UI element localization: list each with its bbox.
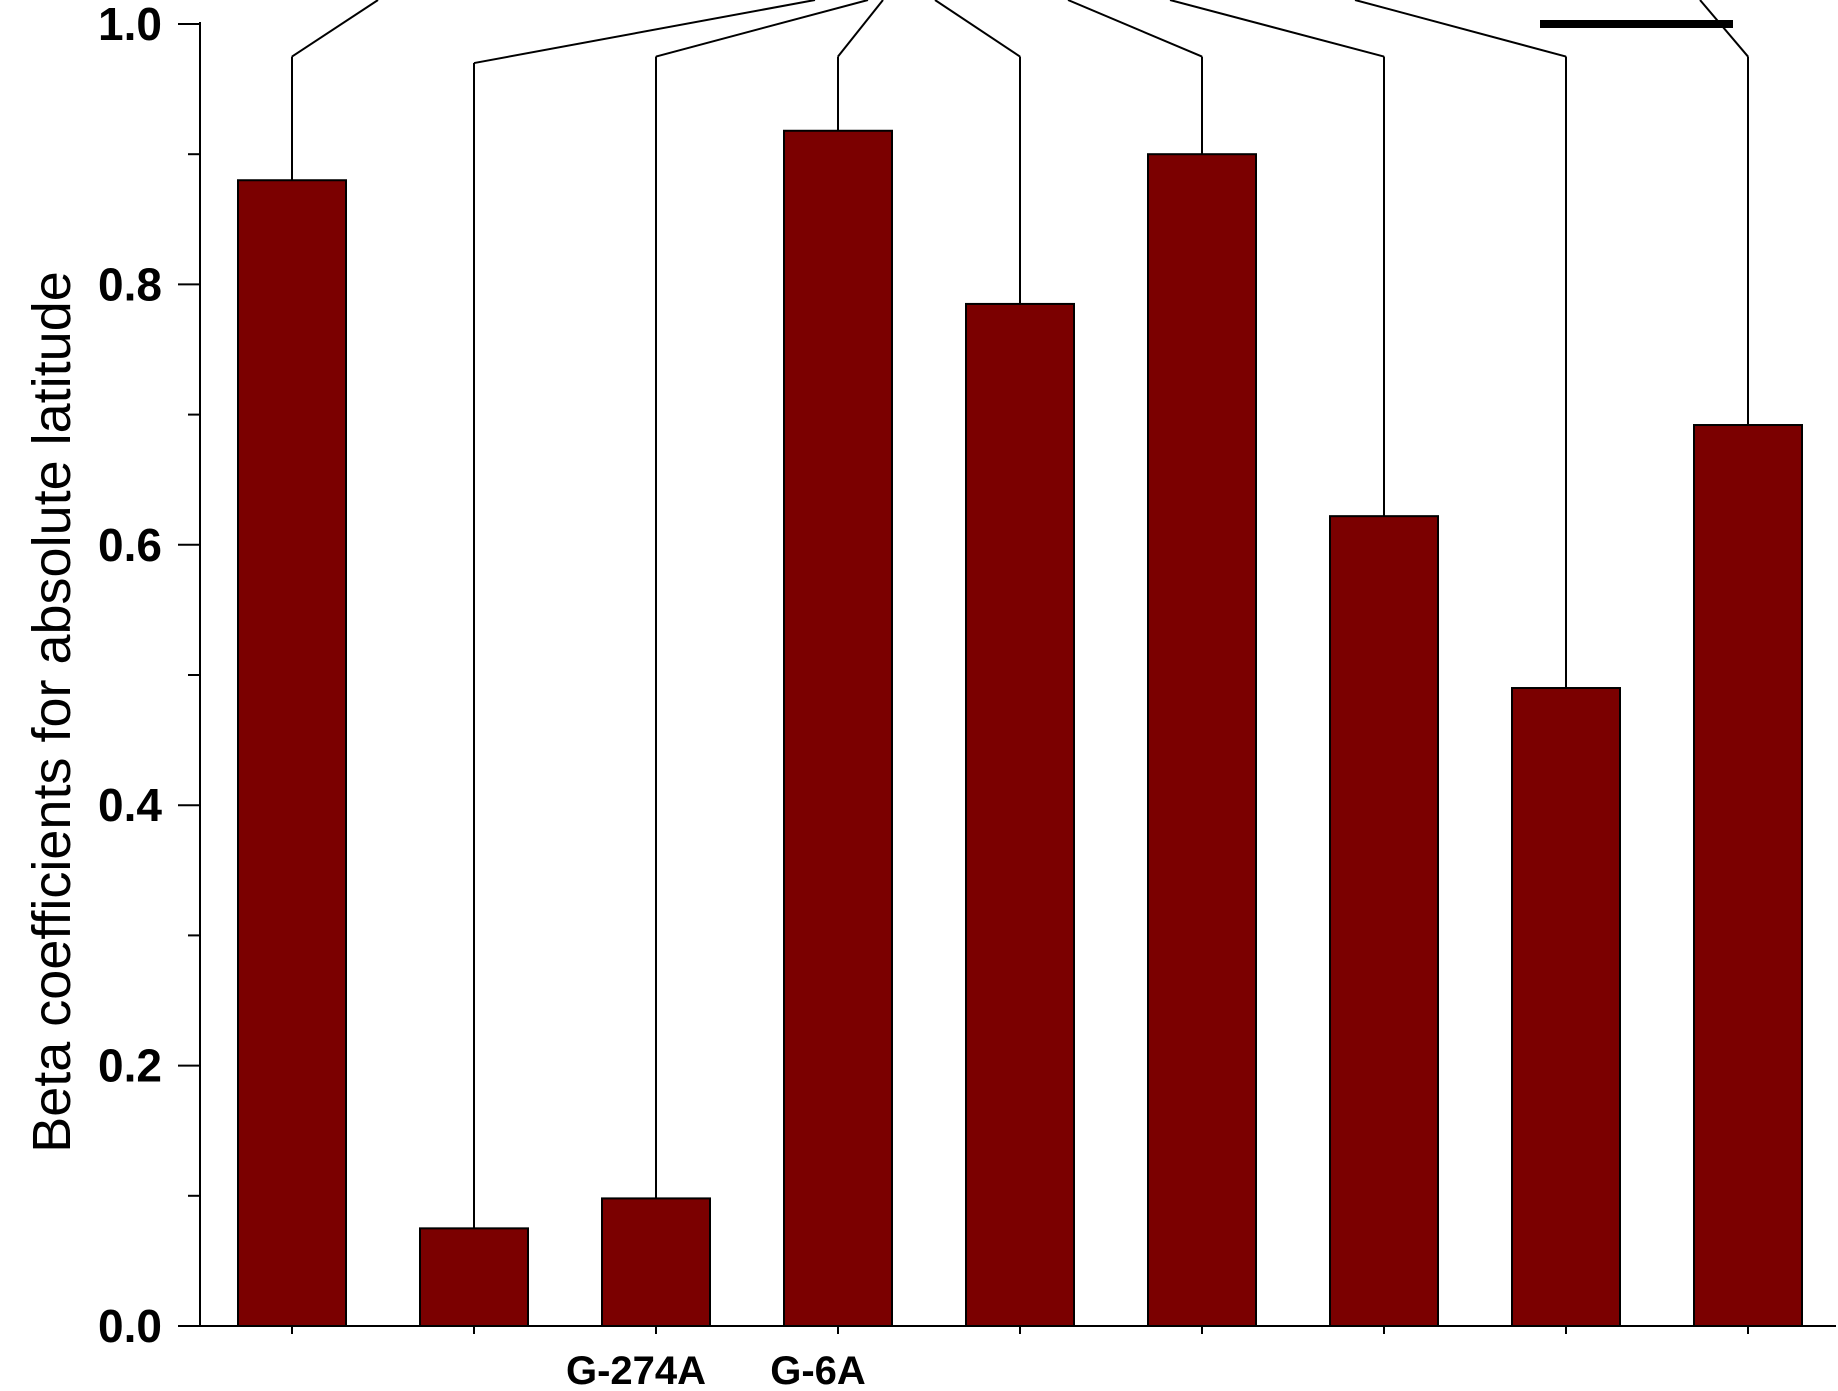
bar [1329, 515, 1439, 1327]
category-labels: G-274A G-6A [566, 1349, 866, 1391]
bar [1147, 153, 1257, 1328]
bar [1693, 424, 1803, 1327]
bar [237, 179, 347, 1328]
connector-lines [291, 0, 1749, 1229]
y-tick-label: 0.2 [98, 1040, 162, 1092]
bar [419, 1227, 529, 1327]
bar [1511, 687, 1621, 1327]
connector-diagonal [1354, 0, 1567, 58]
y-tick-label: 1.0 [98, 0, 162, 50]
connector-diagonal [473, 0, 816, 65]
y-ticks: 0.0 0.2 0.4 0.6 0.8 1.0 [98, 0, 200, 1352]
bar [965, 302, 1075, 1327]
bar [783, 129, 893, 1327]
connector-diagonal [655, 0, 869, 58]
bar [601, 1197, 711, 1328]
connector-diagonal [934, 0, 1021, 58]
connector-diagonal [1699, 0, 1749, 58]
y-axis-label: Beta coefficients for absolute latitude [22, 271, 82, 1153]
category-label: G-274A [566, 1349, 706, 1391]
y-tick-label: 0.6 [98, 519, 162, 571]
connector-diagonal [837, 0, 884, 58]
y-tick-label: 0.4 [98, 779, 162, 831]
connector-diagonal [291, 0, 379, 58]
connector-diagonal [1067, 0, 1203, 58]
y-tick-label: 0.0 [98, 1300, 162, 1352]
connector-diagonal [1169, 0, 1385, 58]
category-label: G-6A [770, 1349, 866, 1391]
y-tick-label: 0.8 [98, 258, 162, 310]
bars [237, 129, 1803, 1334]
